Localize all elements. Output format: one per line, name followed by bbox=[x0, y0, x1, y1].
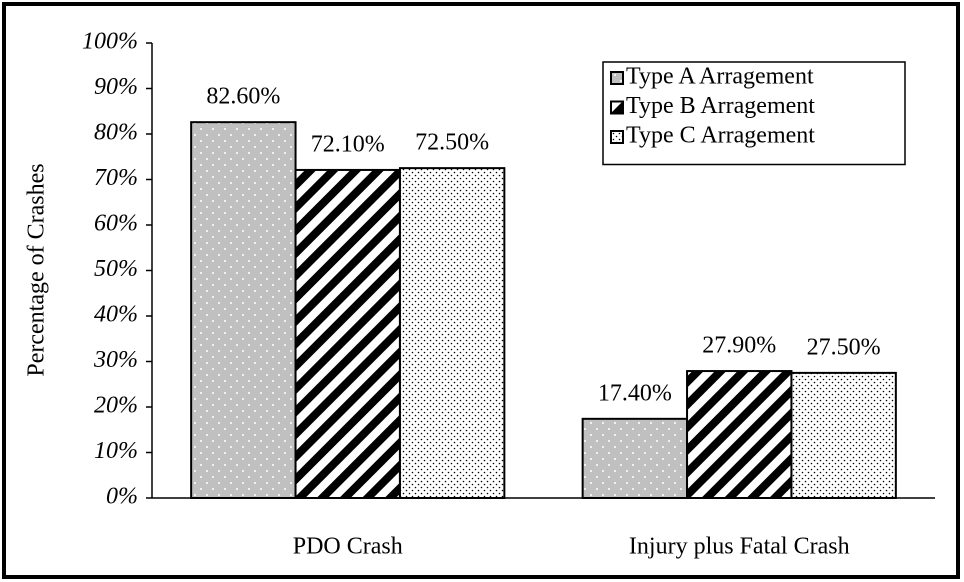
y-tick-label: 100% bbox=[82, 29, 138, 55]
bar bbox=[581, 417, 689, 499]
y-tick-label: 30% bbox=[93, 347, 138, 373]
legend-label: Type B Arragement bbox=[626, 93, 815, 119]
value-label: 72.50% bbox=[415, 130, 489, 156]
bar bbox=[686, 370, 793, 499]
y-tick-label: 70% bbox=[94, 165, 138, 191]
x-tick-label: Injury plus Fatal Crash bbox=[629, 534, 850, 560]
legend-swatch bbox=[610, 130, 624, 144]
y-tick-label: 20% bbox=[94, 393, 138, 419]
legend-label: Type C Arragement bbox=[626, 123, 815, 149]
bar bbox=[190, 121, 297, 499]
y-tick-label: 50% bbox=[94, 256, 138, 282]
value-label: 27.50% bbox=[807, 334, 881, 360]
legend-swatch bbox=[610, 71, 624, 85]
legend-box bbox=[602, 61, 906, 166]
value-label: 72.10% bbox=[311, 131, 385, 157]
y-axis-label: Percentage of Crashes bbox=[24, 163, 50, 376]
y-tick-label: 80% bbox=[94, 120, 138, 146]
legend-label: Type A Arragement bbox=[626, 64, 814, 90]
y-tick-label: 90% bbox=[94, 74, 138, 100]
value-label: 27.90% bbox=[702, 333, 776, 359]
value-label: 17.40% bbox=[598, 380, 672, 406]
x-tick-label: PDO Crash bbox=[293, 534, 403, 560]
y-tick-label: 60% bbox=[94, 211, 138, 237]
legend-swatch bbox=[610, 100, 624, 115]
bar bbox=[398, 167, 506, 499]
value-label: 82.60% bbox=[206, 84, 280, 110]
bar bbox=[790, 371, 897, 499]
y-tick-label: 10% bbox=[94, 438, 138, 464]
y-tick-label: 40% bbox=[94, 302, 138, 328]
y-tick-label: 0% bbox=[106, 484, 138, 510]
bar bbox=[294, 168, 401, 499]
